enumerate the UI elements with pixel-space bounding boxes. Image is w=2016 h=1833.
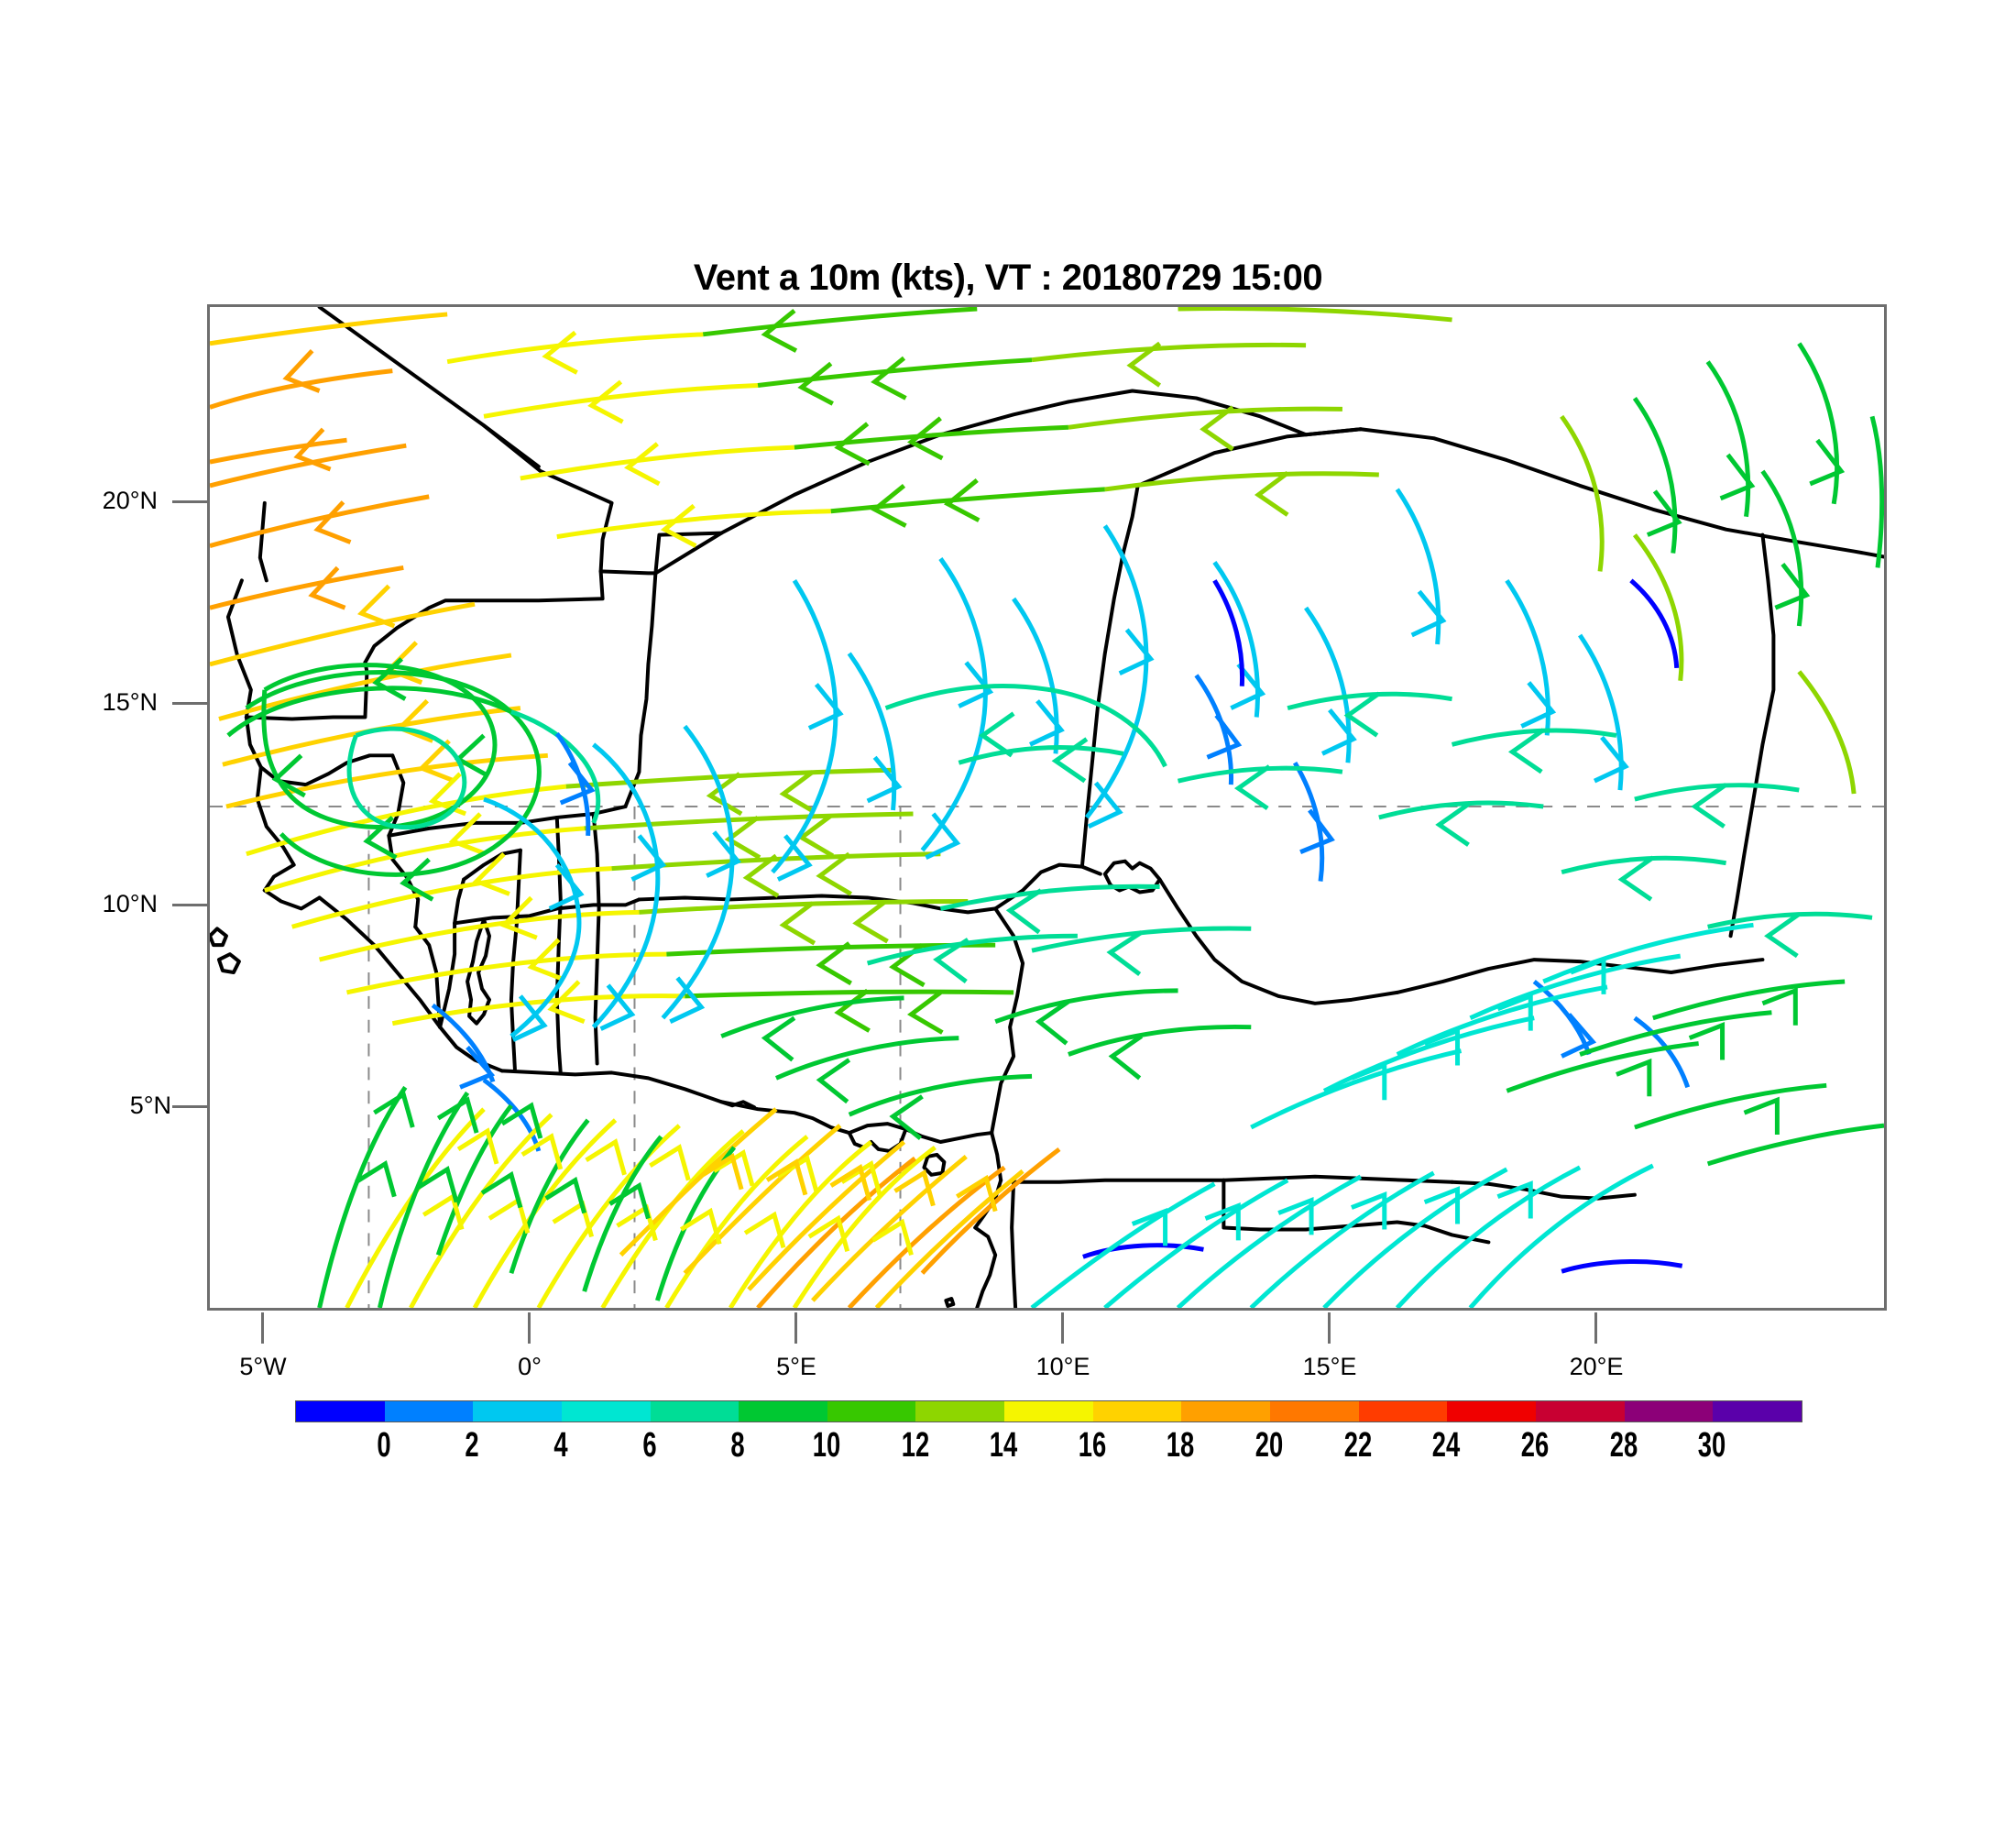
colorbar-band-11 <box>1270 1401 1359 1421</box>
colorbar-tick-12: 12 <box>901 1426 929 1465</box>
map-canvas <box>210 307 1884 1308</box>
xtick-label-5E: 5°E <box>776 1353 816 1380</box>
colorbar-band-12 <box>1358 1401 1448 1421</box>
colorbar-band-2 <box>473 1401 562 1421</box>
colorbar-band-16 <box>1713 1401 1802 1421</box>
colorbar-tick-0: 0 <box>377 1426 391 1465</box>
colorbar-band-14 <box>1535 1401 1625 1421</box>
ytick-mark-10N <box>172 904 207 906</box>
colorbar-band-10 <box>1181 1401 1271 1421</box>
colorbar-band-3 <box>561 1401 651 1421</box>
colorbar-band-1 <box>384 1401 474 1421</box>
subdomain-dashed-box <box>210 806 1884 1308</box>
xtick-mark-15E <box>1328 1312 1331 1344</box>
ytick-mark-15N <box>172 702 207 705</box>
colorbar-tick-8: 8 <box>730 1426 745 1465</box>
colorbar-tick-30: 30 <box>1698 1426 1726 1465</box>
colorbar-tick-24: 24 <box>1432 1426 1461 1465</box>
colorbar-band-15 <box>1624 1401 1714 1421</box>
colorbar-tick-26: 26 <box>1520 1426 1550 1465</box>
ytick-label-5N: 5°N <box>129 1092 171 1119</box>
chart-title: Vent a 10m (kts), VT : 20180729 15:00 <box>693 258 1323 298</box>
colorbar-band-6 <box>827 1401 916 1421</box>
ytick-mark-20N <box>172 500 207 503</box>
colorbar-tick-16: 16 <box>1078 1426 1107 1465</box>
colorbar-band-5 <box>739 1401 827 1421</box>
xtick-mark-10E <box>1061 1312 1064 1344</box>
colorbar-tick-4: 4 <box>553 1426 568 1465</box>
xtick-mark-20E <box>1594 1312 1597 1344</box>
xtick-label-10E: 10°E <box>1035 1353 1090 1380</box>
colorbar-tick-14: 14 <box>989 1426 1018 1465</box>
colorbar-band-4 <box>650 1401 740 1421</box>
map-plot-area <box>207 304 1887 1311</box>
colorbar-tick-2: 2 <box>465 1426 479 1465</box>
xtick-label-0: 0° <box>518 1353 542 1380</box>
xtick-mark-5E <box>794 1312 797 1344</box>
colorbar-tick-18: 18 <box>1167 1426 1195 1465</box>
xtick-label-20E: 20°E <box>1569 1353 1624 1380</box>
colorbar-tick-6: 6 <box>641 1426 657 1465</box>
colorbar-tick-10: 10 <box>812 1426 841 1465</box>
colorbar-band-9 <box>1092 1401 1182 1421</box>
colorbar-tick-20: 20 <box>1255 1426 1284 1465</box>
ytick-label-15N: 15°N <box>102 688 158 716</box>
colorbar-band-8 <box>1004 1401 1093 1421</box>
xtick-label-5W: 5°W <box>239 1353 287 1380</box>
wind-streamlines <box>210 307 1884 1308</box>
colorbar-tick-28: 28 <box>1609 1426 1638 1465</box>
xtick-mark-5W <box>261 1312 264 1344</box>
xtick-mark-0 <box>528 1312 531 1344</box>
colorbar-band-0 <box>296 1401 385 1421</box>
colorbar-band-13 <box>1447 1401 1536 1421</box>
ytick-mark-5N <box>172 1105 207 1108</box>
xtick-label-15E: 15°E <box>1302 1353 1357 1380</box>
ytick-label-10N: 10°N <box>102 890 158 917</box>
colorbar-tick-22: 22 <box>1343 1426 1372 1465</box>
colorbar-band-7 <box>915 1401 1005 1421</box>
ytick-label-20N: 20°N <box>102 487 158 514</box>
colorbar <box>295 1400 1802 1422</box>
